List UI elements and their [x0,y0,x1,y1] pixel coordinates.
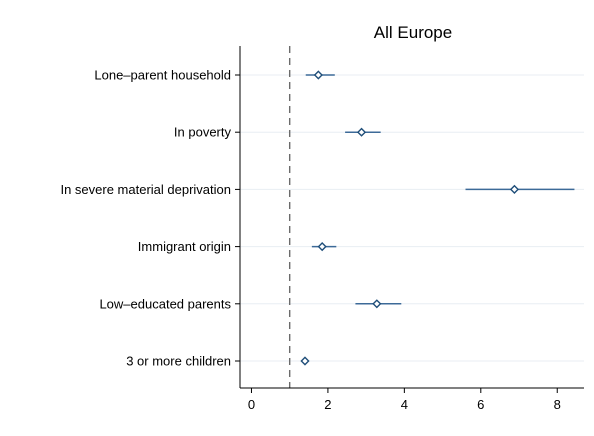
category-label: Lone–parent household [94,68,231,83]
point-estimate-marker [300,356,310,366]
point-estimate-marker [356,127,367,137]
category-label: 3 or more children [126,354,231,369]
category-label: Immigrant origin [138,239,231,254]
x-tick-label: 6 [477,397,484,412]
axis-layer [235,46,584,393]
category-label: In severe material deprivation [60,182,231,197]
point-estimate-marker [372,299,382,309]
x-tick-label: 2 [324,397,331,412]
label-layer: 0 2 4 6 8 Lone–parent household In poverty In s… [60,68,560,413]
point-layer [300,70,520,366]
category-label: In poverty [174,125,232,140]
chart-title: All Europe [374,23,452,42]
point-estimate-marker [313,70,323,80]
x-tick-label: 8 [554,397,561,412]
grid-layer [240,74,584,362]
x-tick-label: 4 [401,397,408,412]
category-label: Low–educated parents [99,296,231,311]
x-tick-label: 0 [248,397,255,412]
point-estimate-marker [317,242,327,252]
point-estimate-marker [509,184,520,194]
